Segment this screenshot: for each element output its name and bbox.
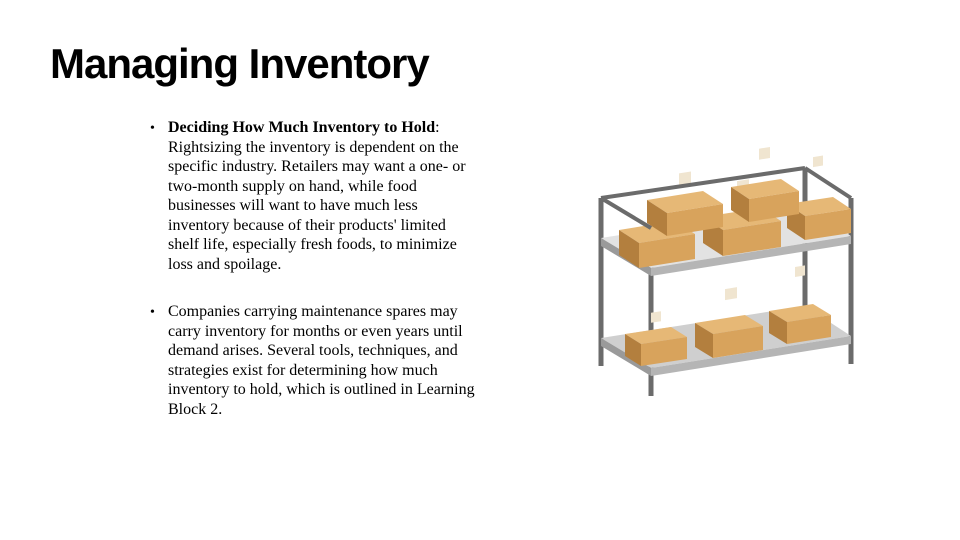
bullet-rest: Companies carrying maintenance spares ma… (168, 303, 475, 418)
bullet-marker: • (150, 118, 168, 274)
shelf-boxes-icon (555, 138, 855, 398)
illustration-column (500, 118, 910, 447)
page-title: Managing Inventory (50, 40, 910, 88)
bullet-lead: Deciding How Much Inventory to Hold (168, 119, 435, 136)
bullet-marker: • (150, 302, 168, 419)
slide: Managing Inventory • Deciding How Much I… (0, 0, 960, 540)
bullet-body: Deciding How Much Inventory to Hold: Rig… (168, 118, 480, 274)
bullet-item: • Companies carrying maintenance spares … (150, 302, 480, 419)
bullet-rest: : Rightsizing the inventory is dependent… (168, 119, 466, 273)
bullet-body: Companies carrying maintenance spares ma… (168, 302, 480, 419)
bullet-item: • Deciding How Much Inventory to Hold: R… (150, 118, 480, 274)
text-column: • Deciding How Much Inventory to Hold: R… (50, 118, 480, 447)
content-row: • Deciding How Much Inventory to Hold: R… (50, 118, 910, 447)
